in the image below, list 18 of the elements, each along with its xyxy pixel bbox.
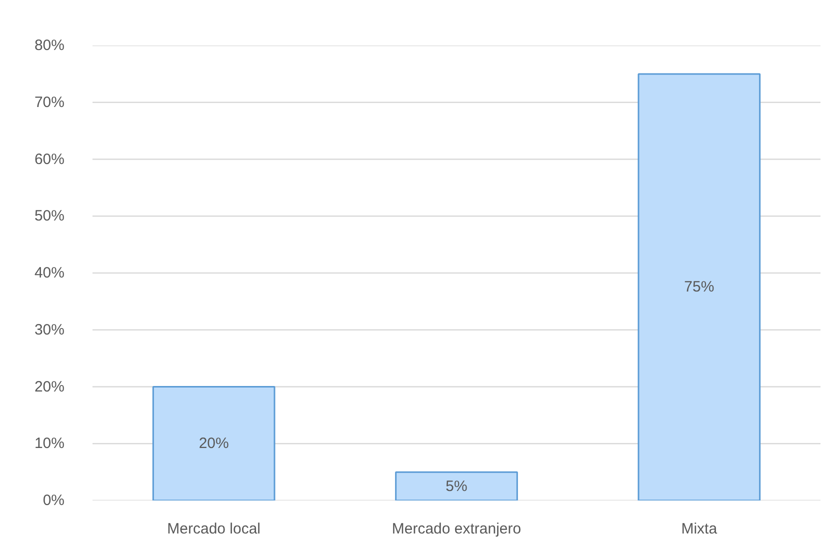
- x-tick-label: Mixta: [681, 520, 718, 538]
- y-tick-label: 60%: [34, 150, 65, 168]
- bar: [152, 386, 276, 500]
- y-tick-label: 10%: [34, 435, 65, 452]
- data-label: 5%: [446, 478, 468, 495]
- y-tick-label: 80%: [34, 37, 65, 54]
- y-tick-label: 0%: [42, 492, 65, 509]
- data-label: 75%: [684, 278, 714, 296]
- y-tick-label: 20%: [34, 378, 65, 396]
- bar: [395, 471, 518, 500]
- data-label: 20%: [198, 435, 229, 452]
- y-tick-label: 50%: [34, 208, 65, 225]
- y-tick-label: 30%: [34, 321, 65, 338]
- y-tick-label: 70%: [34, 94, 65, 111]
- bar: [638, 73, 761, 500]
- y-tick-label: 40%: [34, 264, 65, 282]
- x-tick-label: Mercado extranjero: [392, 520, 522, 538]
- x-tick-label: Mercado local: [167, 520, 261, 538]
